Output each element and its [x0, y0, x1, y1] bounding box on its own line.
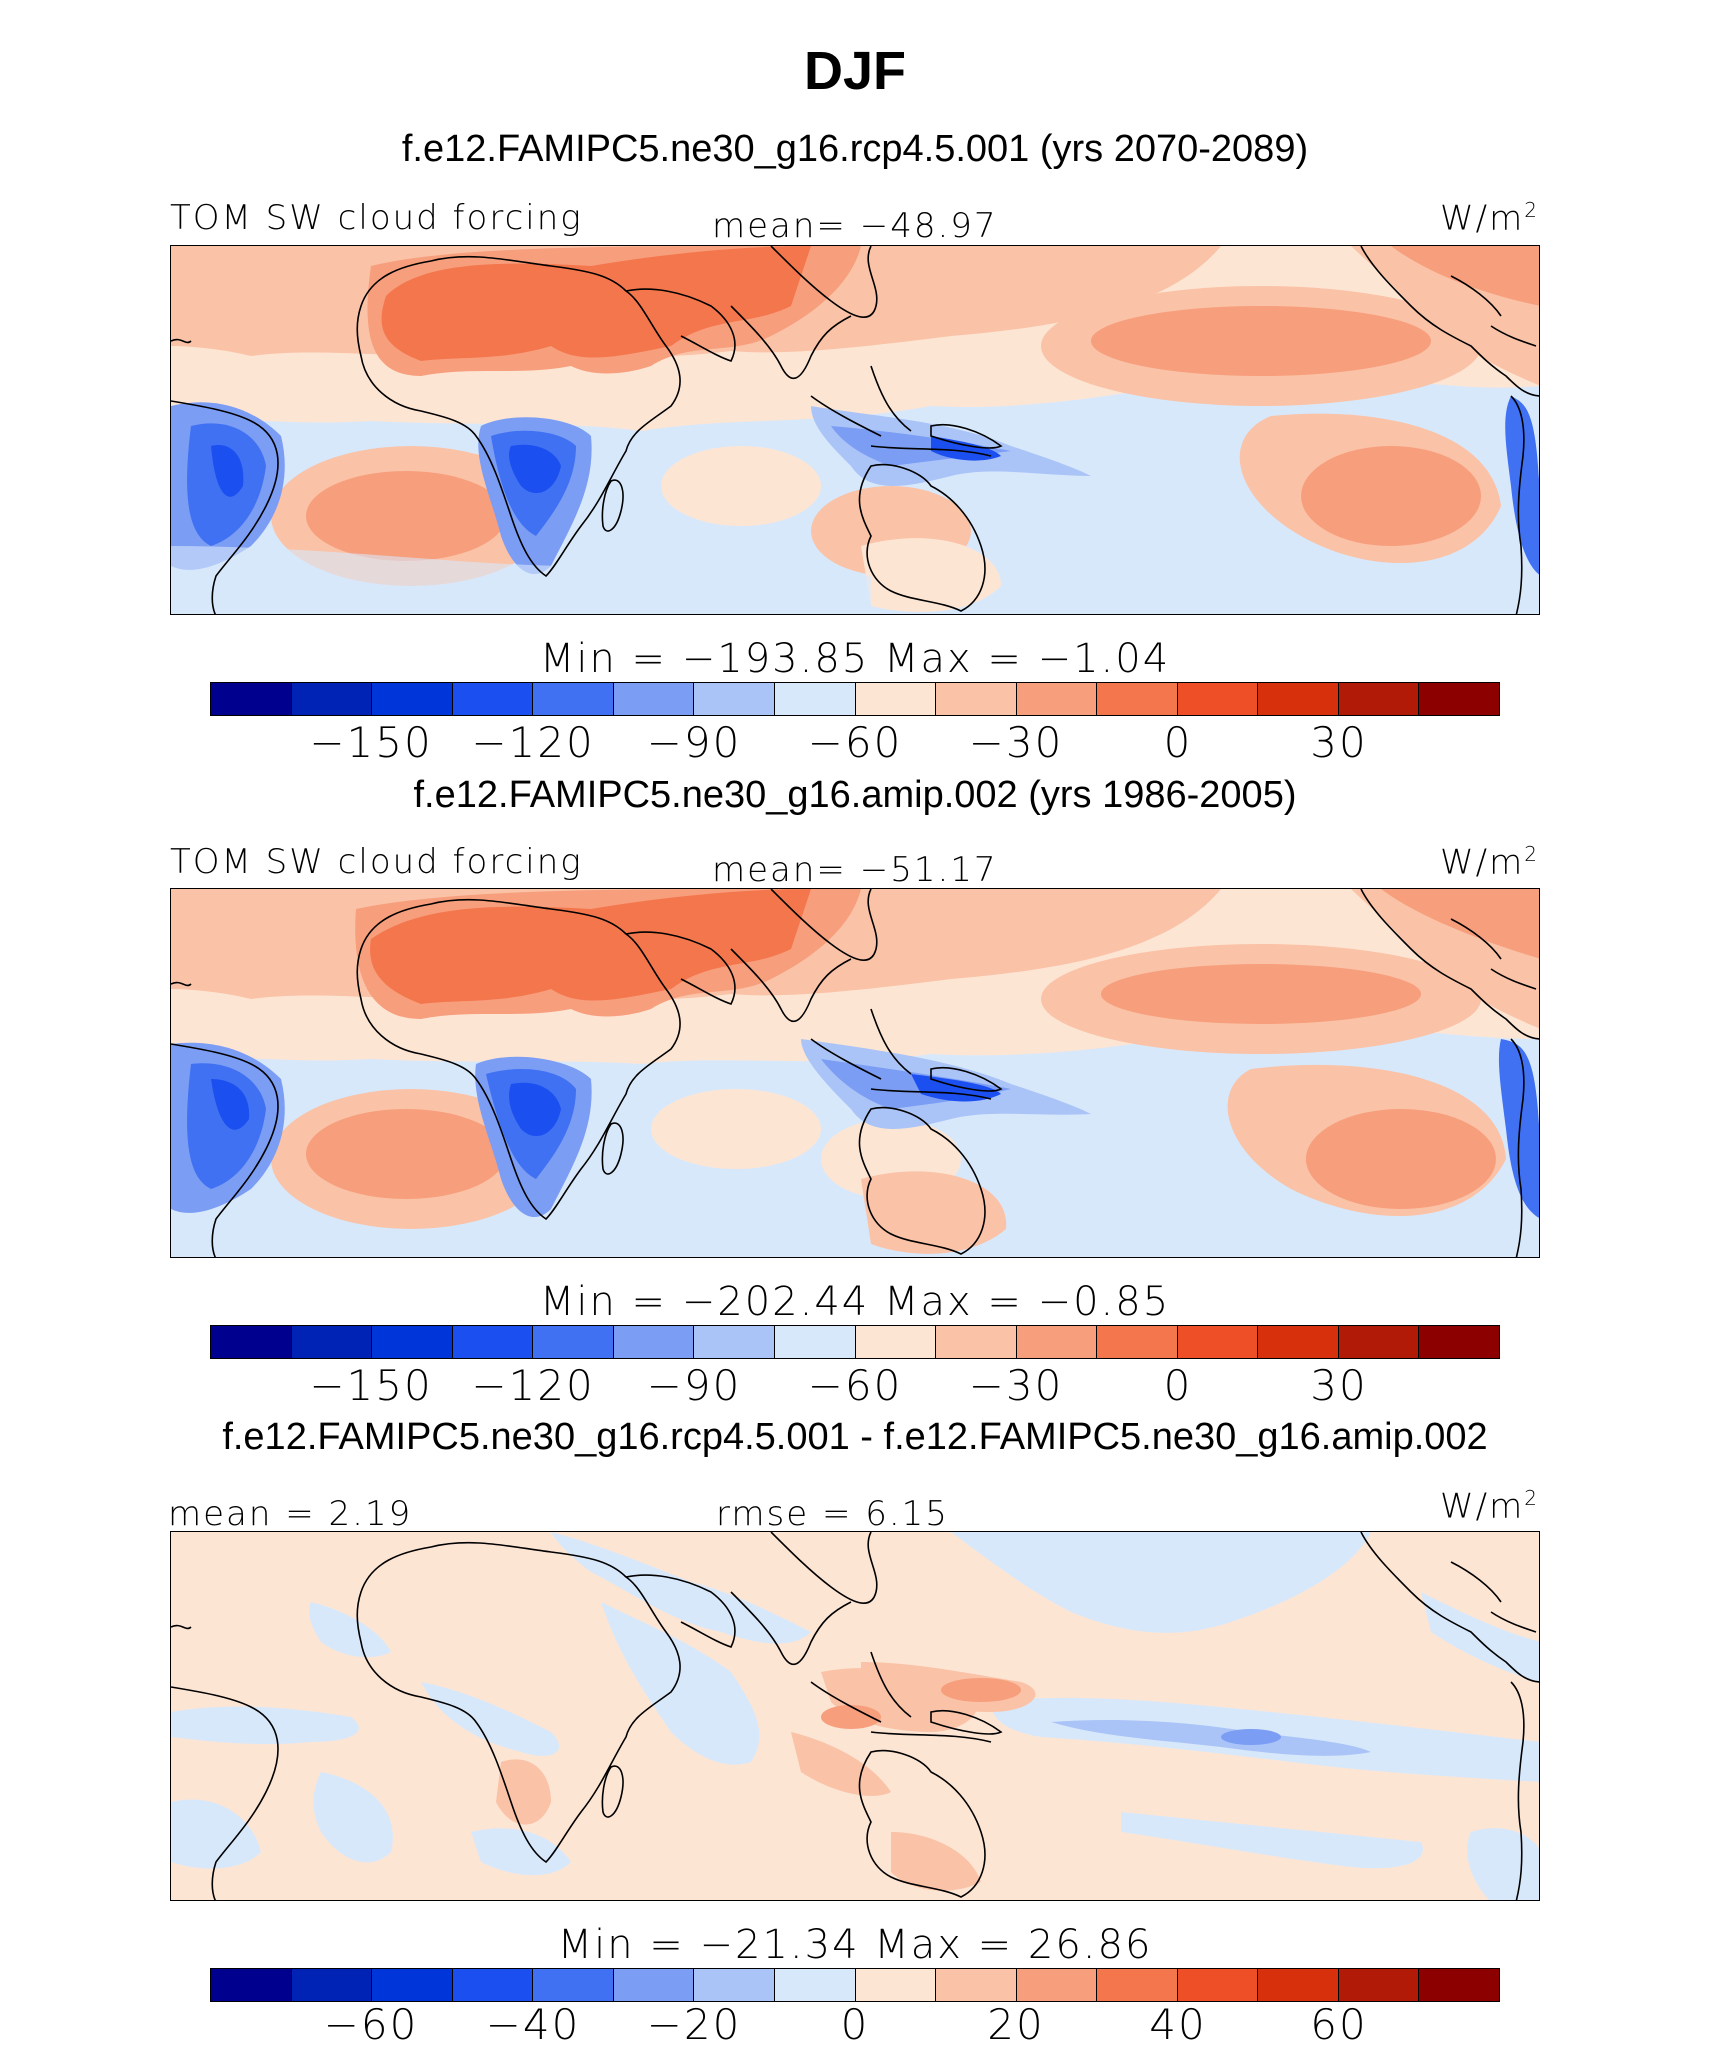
colorbar-swatch	[936, 683, 1017, 715]
colorbar-swatch	[1016, 683, 1098, 715]
colorbar-swatch	[855, 683, 937, 715]
panel-2-minmax: Min = −202.44 Max = −0.85	[539, 1279, 1171, 1325]
colorbar-swatch	[372, 683, 453, 715]
colorbar-swatch	[613, 683, 695, 715]
panel-3-colorbar-tick: 40	[1149, 2000, 1207, 2049]
panel-2-colorbar-tick: 0	[1163, 1361, 1193, 1410]
colorbar-swatch	[1338, 1326, 1420, 1358]
colorbar-swatch	[1097, 1969, 1178, 2001]
panel-1-colorbar-tick: −120	[471, 718, 595, 767]
panel-1-units: W/m2	[1440, 198, 1539, 239]
colorbar-swatch	[533, 1326, 614, 1358]
colorbar-swatch	[855, 1969, 937, 2001]
colorbar-swatch	[613, 1326, 695, 1358]
colorbar-swatch	[372, 1326, 453, 1358]
colorbar-swatch	[1097, 1326, 1178, 1358]
colorbar-swatch	[936, 1326, 1017, 1358]
panel-3-units: W/m2	[1440, 1486, 1539, 1527]
colorbar-swatch	[533, 683, 614, 715]
panel-1-colorbar	[210, 682, 1500, 716]
panel-3-rmse-label: rmse = 6.15	[716, 1494, 949, 1534]
panel-3-map	[170, 1531, 1540, 1901]
panel-1-colorbar-tick: 0	[1163, 718, 1193, 767]
figure-title: DJF	[803, 41, 906, 101]
colorbar-swatch	[533, 1969, 614, 2001]
colorbar-swatch	[211, 1969, 292, 2001]
colorbar-swatch	[694, 1326, 775, 1358]
colorbar-swatch	[1258, 1326, 1339, 1358]
colorbar-swatch	[1016, 1326, 1098, 1358]
panel-2-colorbar-tick: −90	[646, 1361, 742, 1410]
panel-1-map	[170, 245, 1540, 615]
panel-1-colorbar-tick: 30	[1310, 718, 1368, 767]
panel-2-colorbar-tick: 30	[1310, 1361, 1368, 1410]
colorbar-swatch	[1338, 683, 1420, 715]
panel-2-map	[170, 888, 1540, 1258]
panel-1-colorbar-tick: −60	[807, 718, 903, 767]
colorbar-swatch	[372, 1969, 453, 2001]
panel-1-mean-label: mean= −48.97	[712, 206, 998, 246]
colorbar-swatch	[936, 1969, 1017, 2001]
colorbar-swatch	[1338, 1969, 1420, 2001]
colorbar-swatch	[1419, 1969, 1499, 2001]
colorbar-swatch	[1419, 683, 1499, 715]
panel-3-colorbar-tick: 60	[1310, 2000, 1368, 2049]
panel-3-title: f.e12.FAMIPC5.ne30_g16.rcp4.5.001 - f.e1…	[222, 1416, 1488, 1458]
colorbar-swatch	[1258, 1969, 1339, 2001]
panel-2-mean-label: mean= −51.17	[712, 850, 998, 890]
colorbar-swatch	[211, 683, 292, 715]
colorbar-swatch	[1097, 683, 1178, 715]
panel-3-minmax: Min = −21.34 Max = 26.86	[557, 1922, 1153, 1968]
colorbar-swatch	[1419, 1326, 1499, 1358]
colorbar-swatch	[452, 1326, 534, 1358]
panel-1-colorbar-tick: −150	[309, 718, 433, 767]
panel-1-title: f.e12.FAMIPC5.ne30_g16.rcp4.5.001 (yrs 2…	[401, 128, 1309, 170]
panel-2-colorbar-tick: −150	[309, 1361, 433, 1410]
panel-3-colorbar-tick: −60	[323, 2000, 419, 2049]
panel-1-minmax: Min = −193.85 Max = −1.04	[539, 636, 1171, 682]
panel-2-title: f.e12.FAMIPC5.ne30_g16.amip.002 (yrs 198…	[413, 774, 1297, 816]
panel-3-colorbar-tick: 0	[840, 2000, 870, 2049]
panel-2-colorbar-tick: −60	[807, 1361, 903, 1410]
panel-3-colorbar	[210, 1968, 1500, 2002]
panel-1-colorbar-tick: −90	[646, 718, 742, 767]
colorbar-swatch	[774, 1969, 856, 2001]
colorbar-swatch	[291, 683, 373, 715]
colorbar-swatch	[1177, 1326, 1259, 1358]
colorbar-swatch	[291, 1326, 373, 1358]
colorbar-swatch	[1177, 683, 1259, 715]
panel-2-variable-label: TOM SW cloud forcing	[170, 842, 583, 882]
colorbar-swatch	[774, 1326, 856, 1358]
colorbar-swatch	[452, 683, 534, 715]
colorbar-swatch	[291, 1969, 373, 2001]
colorbar-swatch	[694, 683, 775, 715]
colorbar-swatch	[694, 1969, 775, 2001]
colorbar-swatch	[1016, 1969, 1098, 2001]
panel-3-mean-label: mean = 2.19	[168, 1494, 413, 1534]
panel-3-colorbar-tick: −40	[485, 2000, 581, 2049]
colorbar-swatch	[1177, 1969, 1259, 2001]
colorbar-swatch	[211, 1326, 292, 1358]
colorbar-swatch	[855, 1326, 937, 1358]
panel-1-colorbar-tick: −30	[968, 718, 1064, 767]
panel-2-colorbar	[210, 1325, 1500, 1359]
panel-1-variable-label: TOM SW cloud forcing	[170, 198, 583, 238]
panel-3-colorbar-tick: −20	[646, 2000, 742, 2049]
panel-2-colorbar-tick: −30	[968, 1361, 1064, 1410]
panel-2-units: W/m2	[1440, 842, 1539, 883]
panel-2-colorbar-tick: −120	[471, 1361, 595, 1410]
colorbar-swatch	[452, 1969, 534, 2001]
panel-3-colorbar-tick: 20	[987, 2000, 1045, 2049]
colorbar-swatch	[774, 683, 856, 715]
colorbar-swatch	[613, 1969, 695, 2001]
colorbar-swatch	[1258, 683, 1339, 715]
